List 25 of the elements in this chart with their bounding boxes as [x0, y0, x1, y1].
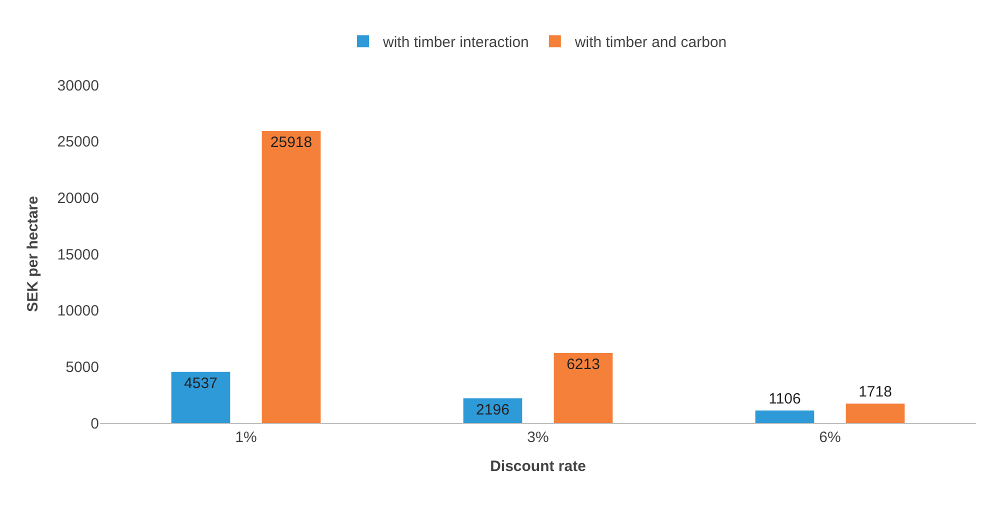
y-tick-label: 20000 [57, 190, 99, 207]
x-tick-label: 3% [527, 429, 549, 446]
data-label: 6213 [566, 356, 600, 373]
y-tick-label: 30000 [57, 77, 99, 94]
bar [171, 372, 230, 423]
data-label: 4537 [184, 374, 218, 392]
legend-label: with timber and carbon [574, 34, 727, 52]
bar [755, 410, 814, 423]
y-tick-label: 25000 [57, 134, 99, 151]
data-label: 2196 [476, 401, 510, 418]
bar [262, 130, 321, 423]
legend-label: with timber interaction [382, 34, 529, 52]
data-label: 25918 [270, 134, 312, 151]
y-tick-label: 0 [90, 415, 99, 432]
x-tick-label: 1% [235, 429, 257, 446]
x-axis-title: Discount rate [490, 458, 586, 475]
y-axis-title: SEK per hectare [24, 196, 42, 312]
x-tick-label: 6% [819, 429, 841, 446]
data-label: 1718 [858, 384, 892, 401]
data-label: 1106 [768, 390, 801, 408]
y-tick-label: 15000 [57, 246, 99, 264]
bar [846, 404, 905, 423]
bar [554, 353, 613, 423]
y-tick-label: 10000 [57, 302, 99, 320]
y-tick-label: 5000 [66, 358, 99, 376]
